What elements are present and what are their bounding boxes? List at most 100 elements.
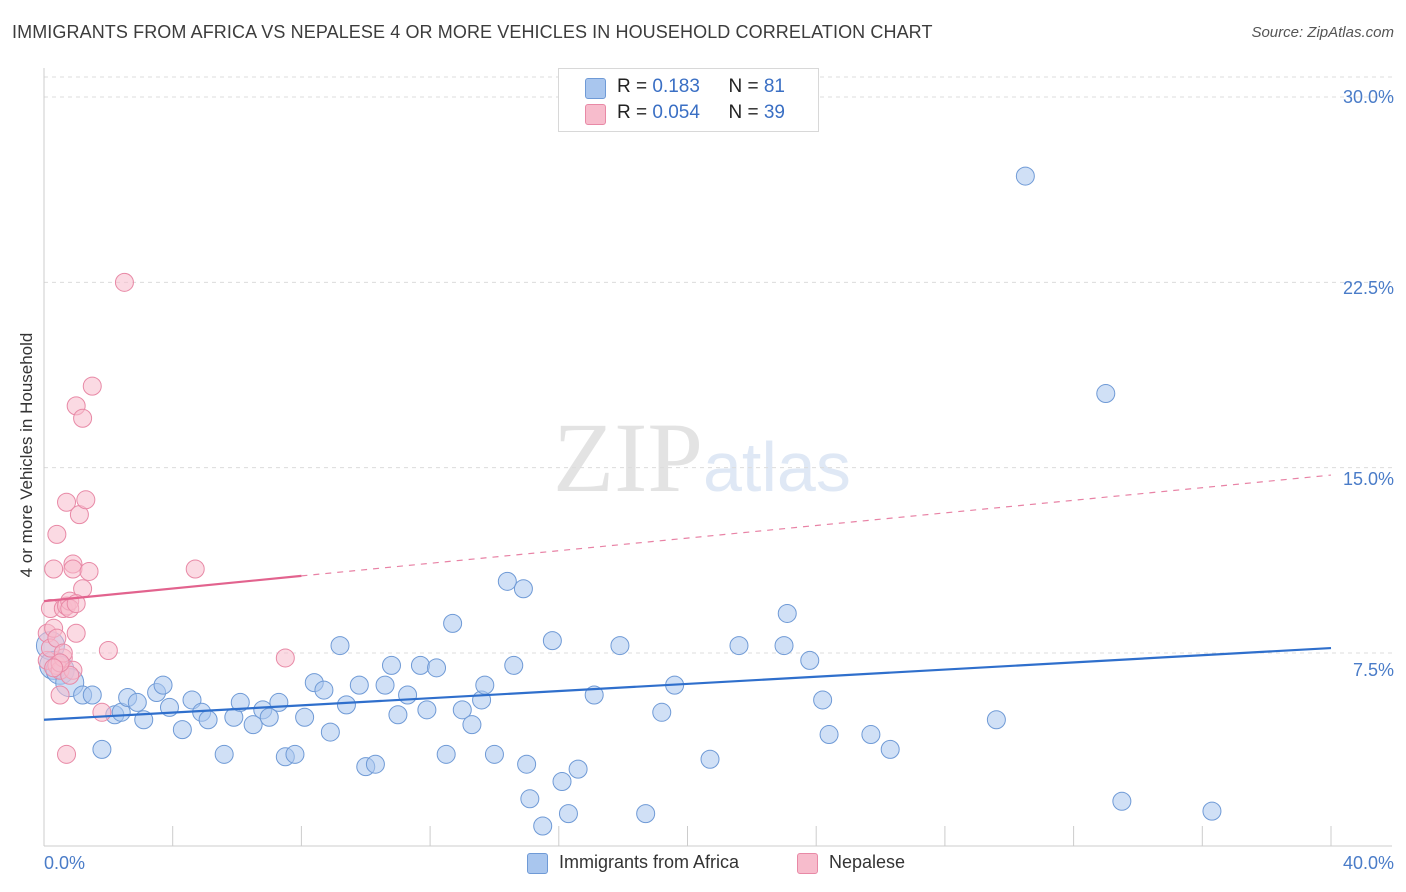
- point-africa-5: [82, 685, 102, 705]
- point-africa-6: [92, 739, 112, 759]
- watermark: ZIPatlas: [553, 400, 851, 515]
- y-tick-label-15: 15.0%: [1342, 469, 1394, 489]
- x-tick-label-min: 0.0%: [44, 853, 86, 873]
- point-africa-34: [349, 675, 369, 695]
- bottom-legend-label-nepalese: Nepalese: [829, 852, 906, 872]
- legend-n-label: N =: [728, 76, 764, 97]
- y-axis-label: 4 or more Vehicles in Household: [17, 332, 36, 578]
- point-africa-47: [462, 715, 482, 735]
- point-nepalese-11: [57, 744, 77, 764]
- point-nepalese-25: [79, 561, 99, 581]
- legend-swatch-africa: [585, 78, 606, 99]
- point-africa-49: [475, 675, 495, 695]
- point-africa-55: [520, 789, 540, 809]
- point-africa-74: [880, 739, 900, 759]
- legend-r-value-nepalese: 0.054: [652, 102, 700, 123]
- point-nepalese-27: [92, 702, 112, 722]
- y-tick-label-22-5: 22.5%: [1342, 278, 1394, 298]
- point-nepalese-18: [63, 559, 83, 579]
- legend-n-value-nepalese: 39: [763, 102, 785, 123]
- point-africa-21: [230, 692, 250, 712]
- point-nepalese-7: [50, 685, 70, 705]
- point-africa-38: [381, 655, 401, 675]
- point-africa-62: [610, 636, 630, 656]
- point-africa-52: [504, 655, 524, 675]
- point-africa-58: [552, 771, 572, 791]
- point-nepalese-24: [76, 490, 96, 510]
- point-nepalese-26: [82, 376, 102, 396]
- point-africa-73: [861, 725, 881, 745]
- chart-source: Source: ZipAtlas.com: [1251, 24, 1394, 41]
- y-tick-label-30: 30.0%: [1342, 87, 1394, 107]
- point-africa-51: [497, 571, 517, 591]
- point-africa-44: [436, 744, 456, 764]
- point-africa-42: [417, 700, 437, 720]
- bottom-legend-swatch-nepalese: [797, 853, 818, 874]
- point-africa-27: [285, 744, 305, 764]
- point-africa-45: [443, 613, 463, 633]
- point-africa-67: [729, 636, 749, 656]
- point-africa-71: [813, 690, 833, 710]
- correlation-legend: R = 0.183 N = 81 R = 0.054 N = 39: [558, 68, 819, 132]
- point-africa-32: [330, 636, 350, 656]
- point-africa-66: [700, 749, 720, 769]
- point-africa-77: [1096, 384, 1116, 404]
- point-africa-46: [452, 700, 472, 720]
- bottom-legend-label-africa: Immigrants from Africa: [559, 852, 740, 872]
- point-africa-68: [774, 636, 794, 656]
- point-africa-61: [584, 685, 604, 705]
- point-africa-63: [636, 804, 656, 824]
- point-nepalese-31: [275, 648, 295, 668]
- point-africa-69: [777, 603, 797, 623]
- point-africa-36: [365, 754, 385, 774]
- point-africa-19: [214, 744, 234, 764]
- point-africa-37: [375, 675, 395, 695]
- trendline-nepalese-dashed: [301, 474, 1332, 577]
- point-africa-54: [517, 754, 537, 774]
- trendline-nepalese-solid: [43, 574, 302, 603]
- point-africa-59: [558, 804, 578, 824]
- point-africa-28: [295, 707, 315, 727]
- point-africa-70: [800, 650, 820, 670]
- point-africa-13: [153, 675, 173, 695]
- point-africa-53: [513, 579, 533, 599]
- point-nepalese-13: [57, 492, 77, 512]
- point-africa-79: [1202, 801, 1222, 821]
- legend-n-label: N =: [728, 102, 764, 123]
- watermark-atlas: atlas: [703, 428, 851, 506]
- point-africa-72: [819, 725, 839, 745]
- chart-title: IMMIGRANTS FROM AFRICA VS NEPALESE 4 OR …: [12, 22, 933, 42]
- point-africa-39: [388, 705, 408, 725]
- point-africa-64: [652, 702, 672, 722]
- point-africa-18: [198, 710, 218, 730]
- point-africa-50: [484, 744, 504, 764]
- legend-r-label: R =: [617, 76, 653, 97]
- point-africa-25: [269, 692, 289, 712]
- point-nepalese-4: [44, 559, 64, 579]
- point-africa-43: [427, 658, 447, 678]
- point-nepalese-19: [66, 623, 86, 643]
- point-africa-78: [1112, 791, 1132, 811]
- point-africa-15: [172, 720, 192, 740]
- x-tick-label-max: 40.0%: [1342, 853, 1394, 873]
- point-africa-57: [542, 631, 562, 651]
- point-africa-40: [398, 685, 418, 705]
- point-africa-56: [533, 816, 553, 836]
- bottom-legend-swatch-africa: [527, 853, 548, 874]
- y-tick-label-7-5: 7.5%: [1352, 660, 1394, 680]
- point-africa-30: [314, 680, 334, 700]
- legend-r-label: R =: [617, 102, 653, 123]
- legend-swatch-nepalese: [585, 104, 606, 125]
- point-nepalese-29: [114, 272, 134, 292]
- trendline-africa: [43, 646, 1332, 721]
- point-africa-75: [986, 710, 1006, 730]
- point-africa-22: [243, 715, 263, 735]
- watermark-zip: ZIP: [553, 402, 703, 513]
- legend-r-value-africa: 0.183: [652, 76, 700, 97]
- point-nepalese-22: [73, 408, 93, 428]
- legend-n-value-africa: 81: [763, 76, 785, 97]
- point-africa-76: [1015, 166, 1035, 186]
- point-nepalese-28: [98, 641, 118, 661]
- point-africa-33: [336, 695, 356, 715]
